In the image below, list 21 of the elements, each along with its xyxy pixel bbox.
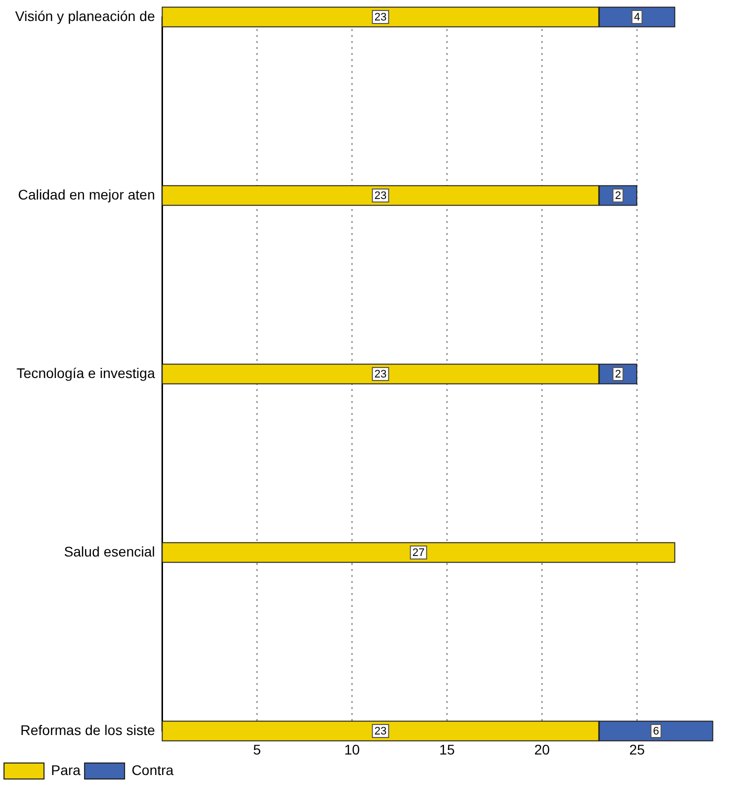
data-label: 23 — [374, 726, 387, 738]
data-label: 4 — [634, 12, 640, 24]
data-label: 27 — [412, 547, 425, 560]
legend-label: Contra — [132, 762, 174, 778]
y-tick-label: Calidad en mejor aten — [18, 186, 155, 202]
x-tick-label: 15 — [439, 741, 455, 758]
y-tick-label: Salud esencial — [64, 543, 155, 560]
x-tick-label: 10 — [344, 741, 360, 758]
y-tick-label: Reformas de los siste — [20, 722, 156, 738]
y-tick-label: Tecnología e investiga — [16, 364, 156, 381]
legend-label: Para — [51, 762, 81, 778]
x-tick-label: 20 — [534, 741, 550, 758]
data-label: 23 — [374, 12, 387, 24]
data-label: 6 — [652, 726, 660, 738]
x-tick-label: 25 — [629, 741, 645, 758]
y-tick-label: Visión y planeación de — [15, 8, 156, 24]
data-label: 23 — [374, 190, 387, 202]
data-label: 23 — [374, 368, 387, 381]
data-label: 2 — [614, 368, 622, 381]
x-tick-label: 5 — [253, 741, 262, 758]
data-label: 2 — [614, 190, 622, 202]
